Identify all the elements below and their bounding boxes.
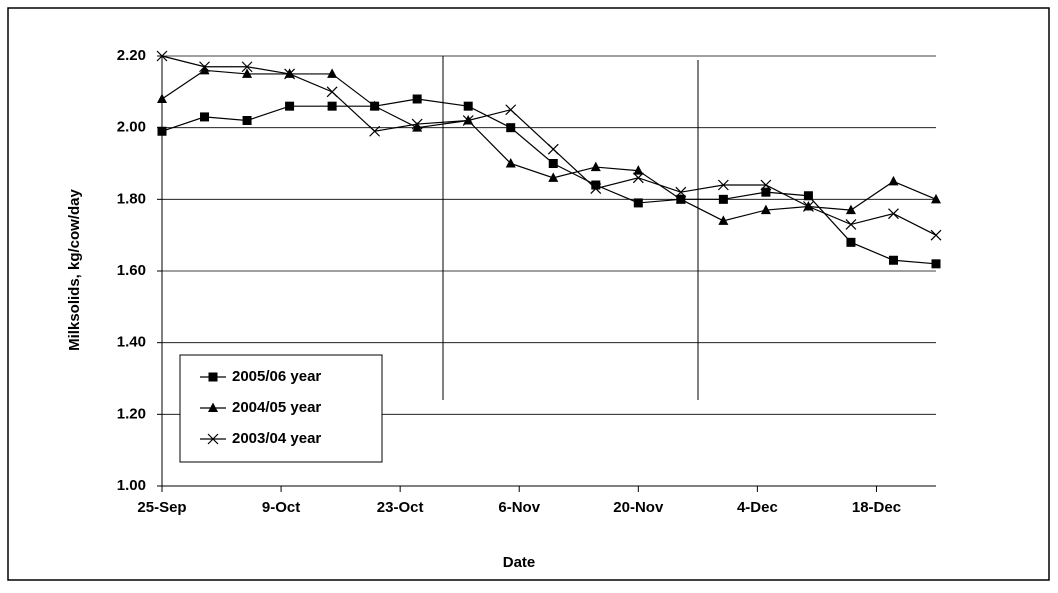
marker xyxy=(591,180,601,190)
marker xyxy=(675,186,687,198)
marker xyxy=(760,179,772,191)
marker xyxy=(369,100,380,111)
grid: 1.00 1.20 1.40 1.60 1.80 2.00 2.20 25-Sep 9-Oct 2… xyxy=(117,47,936,516)
marker xyxy=(930,229,942,241)
marker xyxy=(242,116,252,125)
y-axis-title: Milksolids, kg/cow/day xyxy=(66,188,83,350)
marker xyxy=(208,402,218,412)
marker xyxy=(888,208,899,220)
marker xyxy=(411,118,423,130)
marker xyxy=(369,125,381,137)
marker xyxy=(590,161,601,172)
marker xyxy=(548,172,559,182)
y-tick-label: 2.00 xyxy=(117,119,146,136)
x-tick-label: 6-Nov xyxy=(498,499,540,516)
y-tick-label: 2.20 xyxy=(117,47,146,64)
y-tick-label: 1.00 xyxy=(117,477,146,494)
marker xyxy=(632,172,644,184)
marker xyxy=(505,158,516,168)
marker xyxy=(207,433,219,445)
x-tick-label: 9-Oct xyxy=(262,499,300,516)
marker xyxy=(803,191,813,201)
marker xyxy=(156,50,168,62)
marker xyxy=(285,101,295,111)
x-tick-label: 4-Dec xyxy=(737,499,778,516)
x-tick-label: 20-Nov xyxy=(613,499,664,516)
legend-label: 2003/04 year xyxy=(232,430,321,447)
marker xyxy=(547,143,559,155)
marker xyxy=(242,68,253,78)
marker xyxy=(462,115,474,126)
marker xyxy=(157,93,167,103)
marker xyxy=(284,68,296,80)
marker xyxy=(846,237,856,247)
marker xyxy=(506,123,516,133)
marker xyxy=(931,193,941,204)
marker xyxy=(327,101,337,111)
marker xyxy=(718,215,729,225)
marker xyxy=(888,175,899,186)
marker xyxy=(200,112,210,122)
marker xyxy=(718,194,728,204)
marker xyxy=(208,372,218,382)
marker xyxy=(199,64,210,75)
legend-label: 2004/05 year xyxy=(232,399,321,416)
x-tick-label: 18-Dec xyxy=(852,499,901,516)
marker xyxy=(633,198,643,208)
marker xyxy=(931,259,941,269)
marker xyxy=(761,187,771,197)
marker xyxy=(802,201,814,212)
marker xyxy=(463,101,473,111)
y-tick-label: 1.40 xyxy=(117,334,146,351)
marker xyxy=(548,159,558,168)
marker xyxy=(590,183,602,195)
x-axis-title: Date xyxy=(503,554,536,571)
plot xyxy=(156,50,942,269)
chart-border xyxy=(7,7,1050,581)
y-tick-label: 1.60 xyxy=(117,262,146,279)
marker xyxy=(845,218,857,230)
marker xyxy=(326,86,338,98)
y-tick-label: 1.20 xyxy=(117,405,146,422)
marker xyxy=(157,126,167,136)
marker xyxy=(412,94,422,104)
marker xyxy=(327,68,338,78)
marker xyxy=(675,193,686,204)
marker xyxy=(199,61,210,73)
x-tick-label: 25-Sep xyxy=(137,499,186,516)
legend-label: 2005/06 year xyxy=(232,368,321,385)
y-tick-label: 1.80 xyxy=(117,190,146,207)
x-tick-label: 23-Oct xyxy=(377,499,424,516)
marker xyxy=(760,204,771,215)
legend: 2005/06 year 2004/05 year 2003/04 year xyxy=(179,354,383,463)
marker xyxy=(505,104,517,116)
marker xyxy=(241,61,253,73)
marker xyxy=(633,165,644,175)
marker xyxy=(845,204,856,215)
marker xyxy=(412,122,423,132)
marker xyxy=(717,179,729,191)
marker xyxy=(888,255,898,265)
